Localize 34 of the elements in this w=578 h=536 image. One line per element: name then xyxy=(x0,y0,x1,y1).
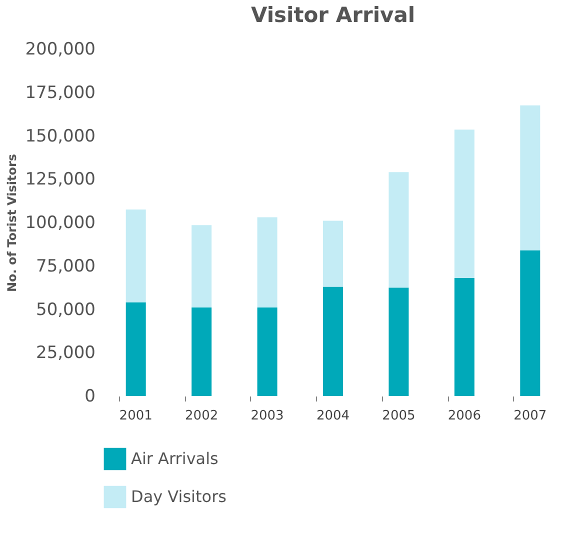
bar xyxy=(192,225,212,308)
bar xyxy=(192,308,212,396)
bar xyxy=(323,220,343,287)
chart-title: Visitor Arrival xyxy=(250,3,416,27)
bar xyxy=(126,209,146,302)
y-tick-label: 0 xyxy=(84,386,96,406)
x-tick-label: 2006 xyxy=(448,408,481,424)
y-tick-label: 75,000 xyxy=(36,256,96,276)
y-tick-label: 150,000 xyxy=(25,126,96,146)
bar xyxy=(520,250,540,396)
bar xyxy=(257,217,278,308)
y-axis-title: No. of Torist Visitors xyxy=(5,154,20,292)
x-tick-label: 2002 xyxy=(185,408,218,424)
y-tick-label: 125,000 xyxy=(25,170,96,190)
legend-label: Air Arrivals xyxy=(131,449,218,468)
bar xyxy=(388,288,409,396)
x-tick-label: 2007 xyxy=(514,408,547,424)
bar xyxy=(126,302,146,396)
y-tick-label: 200,000 xyxy=(25,40,96,60)
bar xyxy=(520,105,540,250)
x-tick-label: 2004 xyxy=(316,408,350,424)
bar xyxy=(388,172,409,288)
x-tick-label: 2001 xyxy=(119,408,152,424)
bar xyxy=(257,308,278,396)
y-tick-label: 175,000 xyxy=(25,82,96,103)
x-tick-label: 2005 xyxy=(382,408,416,424)
y-tick-label: 100,000 xyxy=(25,213,96,233)
y-tick-label: 25,000 xyxy=(36,343,96,364)
legend-label: Day Visitors xyxy=(131,487,226,506)
y-tick-label: 50,000 xyxy=(36,300,96,320)
bar xyxy=(323,286,343,396)
bar xyxy=(454,278,474,396)
bar xyxy=(454,130,474,278)
x-tick-label: 2003 xyxy=(250,408,284,424)
